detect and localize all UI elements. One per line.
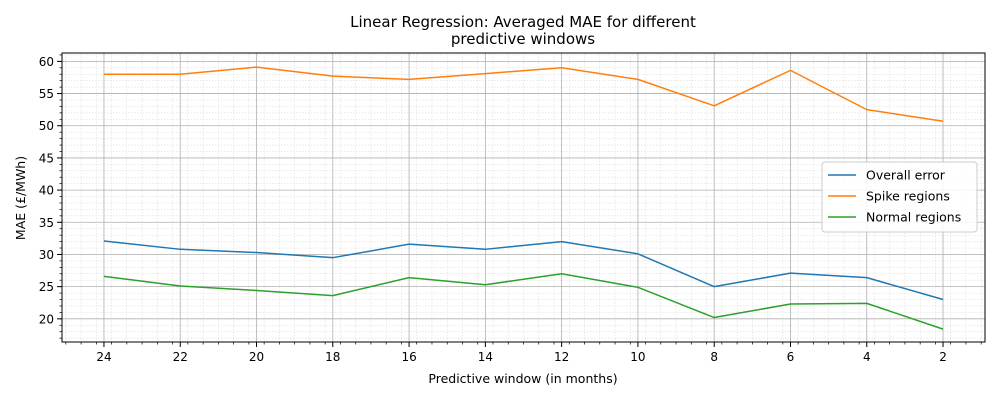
series-line-normal-regions [103, 273, 944, 330]
series-line-spike-regions [103, 66, 944, 122]
x-tick-label: 6 [787, 350, 795, 364]
series-line-overall-error [103, 240, 944, 301]
x-axis-ticks: 24 22 20 18 16 14 12 10 8 6 4 2 [65, 342, 982, 364]
legend-label-spike-regions: Spike regions [866, 189, 950, 204]
x-tick-label: 24 [96, 350, 111, 364]
y-axis-ticks: 20 25 30 35 40 45 50 55 60 [39, 54, 62, 339]
x-tick-label: 8 [710, 350, 718, 364]
legend-label-overall-error: Overall error [866, 168, 946, 183]
major-gridlines [62, 53, 985, 342]
y-tick-label: 25 [39, 280, 54, 294]
y-tick-label: 60 [39, 55, 54, 69]
y-tick-label: 35 [39, 216, 54, 230]
x-tick-label: 18 [325, 350, 340, 364]
y-tick-label: 30 [39, 248, 54, 262]
x-tick-label: 2 [939, 350, 947, 364]
y-tick-label: 20 [39, 312, 54, 326]
chart-title-line1: Linear Regression: Averaged MAE for diff… [350, 13, 696, 31]
legend-label-normal-regions: Normal regions [866, 210, 961, 225]
x-tick-label: 12 [554, 350, 569, 364]
legend-box [821, 161, 978, 233]
x-tick-label: 10 [630, 350, 645, 364]
series-lines [103, 66, 944, 330]
chart-title: Linear Regression: Averaged MAE for diff… [350, 13, 696, 48]
x-tick-label: 14 [478, 350, 493, 364]
y-axis-label: MAE (£/MWh) [13, 156, 28, 240]
x-tick-label: 4 [863, 350, 871, 364]
y-tick-label: 50 [39, 119, 54, 133]
chart-title-line2: predictive windows [451, 30, 595, 48]
x-axis-label: Predictive window (in months) [428, 371, 617, 386]
x-tick-label: 16 [401, 350, 416, 364]
x-tick-label: 20 [249, 350, 264, 364]
legend: Overall error Spike regions Normal regions [821, 161, 978, 233]
x-tick-label: 22 [173, 350, 188, 364]
y-tick-label: 40 [39, 184, 54, 198]
y-tick-label: 45 [39, 151, 54, 165]
y-tick-label: 55 [39, 87, 54, 101]
